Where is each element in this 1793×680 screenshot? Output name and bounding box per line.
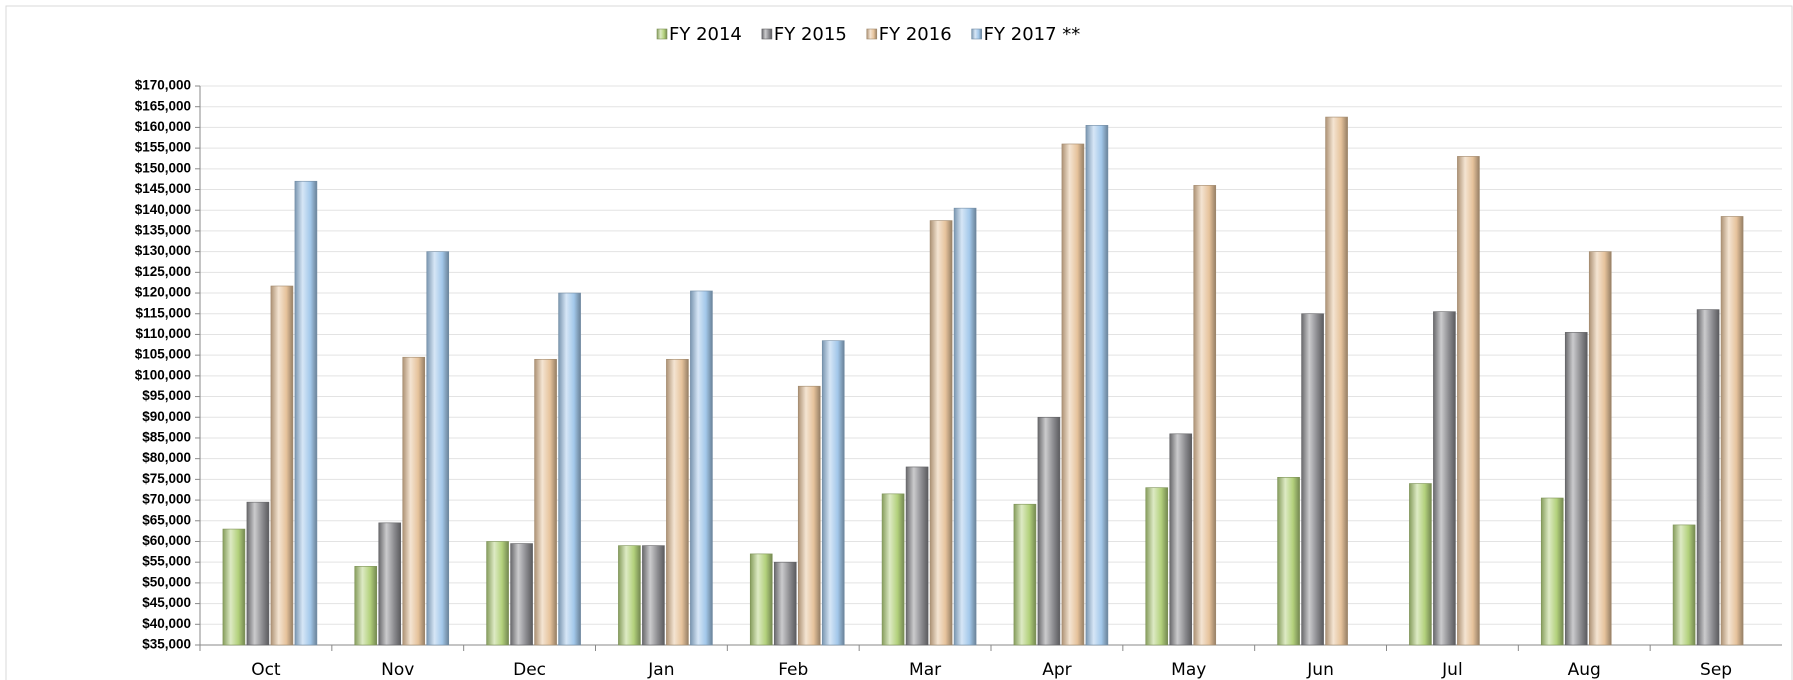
y-tick-label: $165,000: [135, 98, 191, 113]
x-tick-label: Jun: [1306, 660, 1334, 680]
legend-label: FY 2017 **: [984, 24, 1081, 45]
y-tick-label: $75,000: [142, 471, 191, 486]
bar: [1564, 332, 1588, 646]
x-tick-label: Nov: [381, 660, 414, 680]
bar: [1696, 309, 1720, 646]
y-tick-label: $65,000: [142, 512, 191, 527]
bar: [378, 522, 402, 646]
y-tick-label: $155,000: [135, 140, 191, 155]
x-tick-label: Dec: [513, 660, 546, 680]
bar: [1037, 416, 1061, 646]
y-tick-label: $100,000: [135, 367, 191, 382]
y-tick-label: $55,000: [142, 554, 191, 569]
y-tick-label: $145,000: [135, 181, 191, 196]
bar: [1672, 524, 1696, 646]
y-tick-label: $45,000: [142, 595, 191, 610]
legend-swatch: [866, 28, 878, 40]
bar: [797, 385, 821, 646]
bar: [1061, 143, 1085, 646]
y-tick-label: $90,000: [142, 409, 191, 424]
x-tick-label: Jul: [1441, 660, 1463, 680]
x-tick-label: Feb: [778, 660, 808, 680]
y-tick-label: $60,000: [142, 533, 191, 548]
y-tick-label: $95,000: [142, 388, 191, 403]
bar: [510, 543, 533, 646]
y-tick-label: $110,000: [135, 326, 191, 341]
y-tick-label: $50,000: [142, 574, 191, 589]
bar: [1301, 313, 1324, 646]
bar: [905, 466, 929, 646]
bar: [222, 528, 246, 646]
bar: [1085, 125, 1109, 646]
bar: [642, 545, 665, 646]
y-tick-label: $40,000: [142, 616, 191, 631]
y-tick-label: $105,000: [135, 347, 191, 362]
bar: [953, 207, 977, 646]
legend-item: FY 2017 **: [971, 24, 1081, 45]
y-tick-label: $150,000: [135, 160, 191, 175]
y-tick-label: $85,000: [142, 430, 191, 445]
y-tick-label: $170,000: [135, 78, 191, 93]
bar: [666, 358, 689, 646]
y-tick-label: $70,000: [142, 492, 191, 507]
legend-item: FY 2015: [761, 24, 847, 45]
y-tick-label: $160,000: [135, 119, 191, 134]
x-tick-label: Aug: [1568, 660, 1601, 680]
bar: [1145, 487, 1169, 646]
bar: [773, 561, 797, 646]
x-tick-label: Mar: [909, 660, 941, 680]
x-tick-label: Jan: [647, 660, 674, 680]
y-tick-label: $35,000: [142, 637, 191, 652]
bar: [426, 251, 450, 646]
legend-swatch: [971, 28, 982, 40]
bar: [1193, 185, 1217, 646]
legend-item: FY 2016: [866, 24, 952, 45]
y-tick-label: $80,000: [142, 450, 191, 465]
y-tick-label: $125,000: [135, 264, 191, 279]
bar: [1013, 503, 1037, 646]
bar: [294, 180, 318, 646]
bar: [1433, 311, 1456, 646]
legend-label: FY 2015: [774, 24, 847, 45]
x-tick-label: May: [1171, 660, 1206, 680]
y-tick-label: $115,000: [135, 305, 191, 320]
x-tick-label: Oct: [251, 660, 281, 680]
bar: [929, 220, 953, 646]
bar: [749, 553, 773, 646]
chart-frame: [5, 5, 1793, 680]
y-tick-label: $120,000: [135, 285, 191, 300]
bar: [1325, 116, 1348, 646]
y-tick-label: $140,000: [135, 202, 191, 217]
legend-item: FY 2014: [656, 24, 742, 45]
bar: [486, 541, 509, 646]
x-tick-label: Sep: [1700, 660, 1732, 680]
bar: [1409, 483, 1432, 646]
y-tick-label: $130,000: [135, 243, 191, 258]
bar: [270, 285, 294, 646]
bar: [354, 566, 378, 646]
legend-label: FY 2014: [669, 24, 742, 45]
bar: [821, 340, 845, 646]
bar: [1169, 433, 1193, 646]
bar: [534, 358, 557, 646]
bar: [690, 290, 713, 646]
bar: [558, 292, 581, 646]
bar: [618, 545, 641, 646]
x-tick-label: Apr: [1042, 660, 1071, 680]
legend-swatch: [761, 28, 773, 40]
bar: [402, 356, 426, 646]
bar: [1588, 251, 1612, 646]
bar: [246, 501, 270, 646]
legend-label: FY 2016: [879, 24, 952, 45]
legend-swatch: [656, 28, 668, 40]
bar: [1457, 156, 1480, 646]
bar: [1540, 497, 1564, 646]
bar: [881, 493, 905, 646]
bar: [1277, 476, 1300, 646]
bar: [1720, 216, 1744, 646]
y-tick-label: $135,000: [135, 222, 191, 237]
